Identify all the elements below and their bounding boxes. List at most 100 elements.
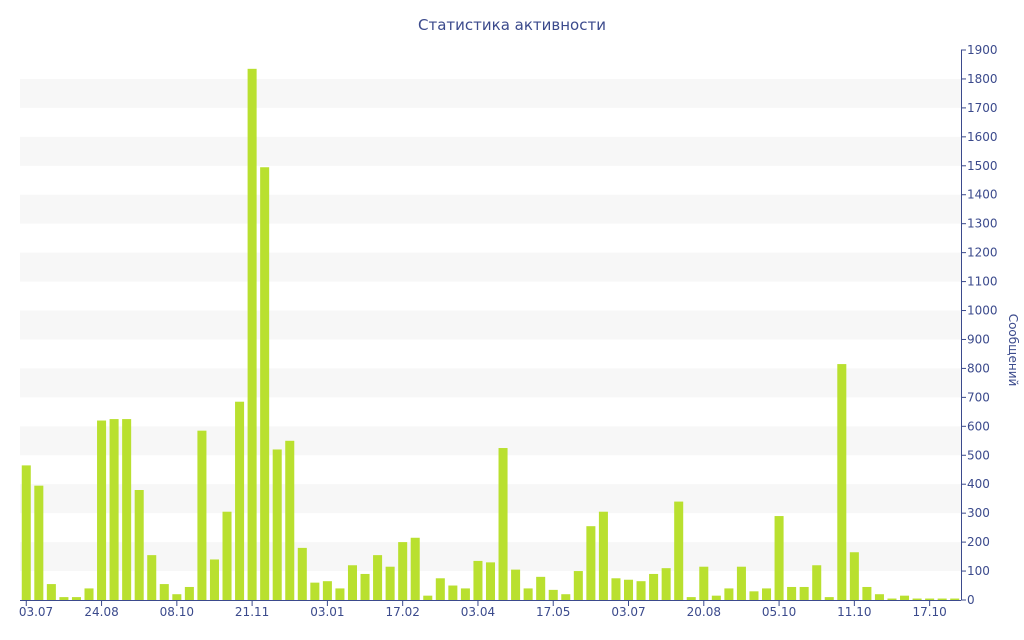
bar xyxy=(373,555,383,600)
grid-band xyxy=(20,426,961,456)
bar xyxy=(172,594,182,600)
grid-band xyxy=(20,78,961,108)
bar xyxy=(937,598,947,600)
bar xyxy=(787,586,797,600)
x-tick-label: 20.08 xyxy=(687,605,721,619)
x-tick-label: 17.10 xyxy=(912,605,946,619)
grid-band xyxy=(20,310,961,340)
bar xyxy=(912,598,922,600)
chart-title: Статистика активности xyxy=(418,16,606,34)
bar xyxy=(235,401,245,600)
bar xyxy=(736,566,746,600)
bar xyxy=(536,576,546,600)
y-tick-label: 500 xyxy=(967,448,990,462)
bar xyxy=(473,560,483,600)
bar xyxy=(523,588,533,600)
bar xyxy=(423,595,433,600)
y-tick-label: 300 xyxy=(967,506,990,520)
bar xyxy=(122,419,132,600)
bar xyxy=(774,516,784,600)
bar xyxy=(385,566,395,600)
x-tick-label: 03.07 xyxy=(611,605,645,619)
bar xyxy=(812,565,822,600)
bar xyxy=(109,419,119,600)
bar xyxy=(285,440,295,600)
x-tick-label: 03.07 xyxy=(19,605,53,619)
y-tick-label: 1100 xyxy=(967,275,998,289)
bar xyxy=(862,586,872,600)
y-tick-label: 1900 xyxy=(967,43,998,57)
bar xyxy=(573,571,583,600)
bar xyxy=(435,578,445,600)
bar xyxy=(222,511,232,600)
bar xyxy=(322,581,332,600)
bar xyxy=(197,430,207,600)
bar xyxy=(586,526,596,600)
bar xyxy=(649,573,659,600)
x-tick-label: 05.10 xyxy=(762,605,796,619)
bar xyxy=(159,584,169,600)
x-tick-label: 21.11 xyxy=(235,605,269,619)
bar xyxy=(59,597,69,600)
y-tick-label: 1300 xyxy=(967,217,998,231)
bar xyxy=(21,465,31,600)
bar xyxy=(887,598,897,600)
bar xyxy=(837,364,847,600)
bar xyxy=(849,552,859,600)
x-tick-label: 11.10 xyxy=(837,605,871,619)
x-tick-label: 17.05 xyxy=(536,605,570,619)
y-tick-label: 900 xyxy=(967,332,990,346)
bar xyxy=(561,594,571,600)
bar xyxy=(636,581,646,600)
bar xyxy=(900,595,910,600)
y-tick-label: 1600 xyxy=(967,130,998,144)
bar xyxy=(598,511,608,600)
bar xyxy=(799,586,809,600)
y-tick-label: 1000 xyxy=(967,304,998,318)
bar xyxy=(699,566,709,600)
bar xyxy=(874,594,884,600)
bar xyxy=(485,562,496,600)
bar xyxy=(147,555,157,600)
bar xyxy=(134,490,144,600)
bar xyxy=(762,588,772,600)
bar xyxy=(824,597,834,600)
y-tick-label: 400 xyxy=(967,477,990,491)
bar xyxy=(611,578,621,600)
bar xyxy=(46,584,56,600)
y-tick-label: 600 xyxy=(967,419,990,433)
y-tick-label: 1700 xyxy=(967,101,998,115)
bar xyxy=(511,569,521,600)
bar xyxy=(260,167,270,601)
bar xyxy=(950,598,960,600)
y-tick-label: 1400 xyxy=(967,188,998,202)
bar xyxy=(84,588,94,600)
bar xyxy=(674,501,684,600)
y-tick-label: 1800 xyxy=(967,72,998,86)
bar xyxy=(360,573,370,600)
bar xyxy=(448,585,458,600)
x-tick-label: 08.10 xyxy=(160,605,194,619)
x-tick-label: 03.01 xyxy=(310,605,344,619)
y-tick-label: 200 xyxy=(967,535,990,549)
bar xyxy=(209,559,219,600)
bar xyxy=(686,597,696,600)
y-tick-label: 0 xyxy=(967,593,975,607)
bar xyxy=(347,565,357,600)
bar xyxy=(724,588,734,600)
grid-band xyxy=(20,252,961,282)
x-tick-label: 24.08 xyxy=(84,605,118,619)
bar xyxy=(297,547,307,600)
bar xyxy=(661,568,671,600)
grid-band xyxy=(20,484,961,514)
bar xyxy=(749,591,759,600)
grid-band xyxy=(20,368,961,398)
bar xyxy=(548,589,558,600)
y-tick-label: 100 xyxy=(967,564,990,578)
bar xyxy=(624,579,634,600)
bar xyxy=(460,588,470,600)
bar xyxy=(247,68,257,600)
bar xyxy=(272,449,282,600)
bar xyxy=(310,582,320,600)
